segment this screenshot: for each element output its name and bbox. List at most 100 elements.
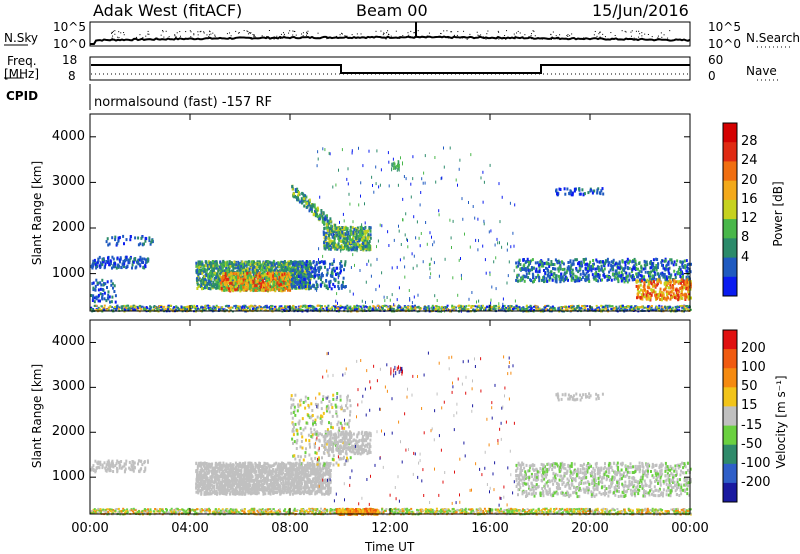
power-cell [149,242,152,246]
power-cell [325,242,328,245]
power-cell [536,261,539,265]
power-cell [573,278,576,282]
power-cell [636,275,639,279]
power-cell [311,209,313,213]
power-cell [120,266,123,269]
power-cell [275,261,278,265]
power-cell [229,285,232,289]
power-cell [676,290,679,294]
nsearch-dot [390,35,392,37]
power-cell [625,275,628,279]
power-cell [318,215,321,219]
power-cell [685,286,688,290]
power-cell [624,260,627,264]
power-cell [335,232,338,236]
power-cell [649,292,652,296]
power-cell [625,271,628,275]
nsearch-dot [111,32,113,34]
power-cell [556,192,558,196]
power-cell [346,235,349,239]
power-cell [215,266,218,270]
power-cell [564,308,567,311]
power-cell [235,276,238,280]
power-cell [320,273,323,277]
power-cell [547,262,550,266]
power-cell [296,196,299,200]
nsearch-dot [647,33,649,35]
power-cell [261,285,263,289]
nsearch-dot [502,36,504,38]
power-cell [294,188,297,192]
power-cell [298,264,301,268]
power-cell [679,287,682,290]
power-cell [282,279,285,283]
power-cell [113,290,116,293]
power-cell [289,276,292,280]
power-cell [636,279,639,283]
power-cell [651,274,654,278]
power-cell [263,273,266,277]
power-cell [302,193,305,197]
power-cell [533,279,535,283]
power-cell [357,242,359,246]
power-cell [220,287,223,291]
power-cell [254,271,257,275]
power-cell [339,264,342,268]
power-cell [331,268,334,272]
power-cell [267,260,270,264]
nsearch-dot [294,31,296,33]
power-cell [590,264,593,268]
power-cell [301,269,304,272]
power-cell [621,260,624,264]
power-cell [689,270,692,274]
power-cell [215,276,217,280]
power-cell [105,260,108,263]
power-cell [689,282,692,286]
nsearch-dot [399,38,401,40]
nsearch-dot [214,34,216,36]
power-cell [237,281,240,285]
power-cell [218,284,221,288]
power-cell [106,280,109,284]
power-cell [305,195,308,199]
power-cell [92,259,95,263]
power-cell [541,277,544,281]
power-cell [215,286,218,290]
power-cell [268,268,271,272]
power-cell [228,276,231,280]
power-cell [330,229,333,233]
power-cell [359,247,362,251]
nsearch-dot [344,35,346,37]
power-cell [262,280,265,284]
power-cell [602,269,604,273]
power-cell [265,288,267,292]
power-cell [148,239,151,243]
power-cell [667,275,670,279]
power-cell [674,294,677,298]
power-cell [359,230,361,234]
power-cell [198,269,201,273]
power-cell [226,263,229,267]
power-cell [265,260,268,264]
nsearch-dot [363,36,365,38]
power-cell [367,241,370,245]
power-cell [649,280,652,284]
power-cell [110,283,113,287]
power-cell [279,268,282,272]
power-cell [256,273,259,277]
power-cell [245,263,248,267]
power-cell [129,257,132,260]
power-cell [106,296,109,300]
power-cell [303,278,306,281]
power-cell [571,304,574,307]
power-cell [225,269,228,273]
power-cell [345,237,348,241]
power-cell [648,274,650,278]
freq-tick-bottom: 8 [68,69,76,83]
power-cell [123,304,125,307]
power-cell [649,298,652,302]
power-cell [355,234,358,238]
power-cell [654,272,656,276]
nsearch-dot [482,36,484,38]
nsearch-dot [273,36,275,38]
